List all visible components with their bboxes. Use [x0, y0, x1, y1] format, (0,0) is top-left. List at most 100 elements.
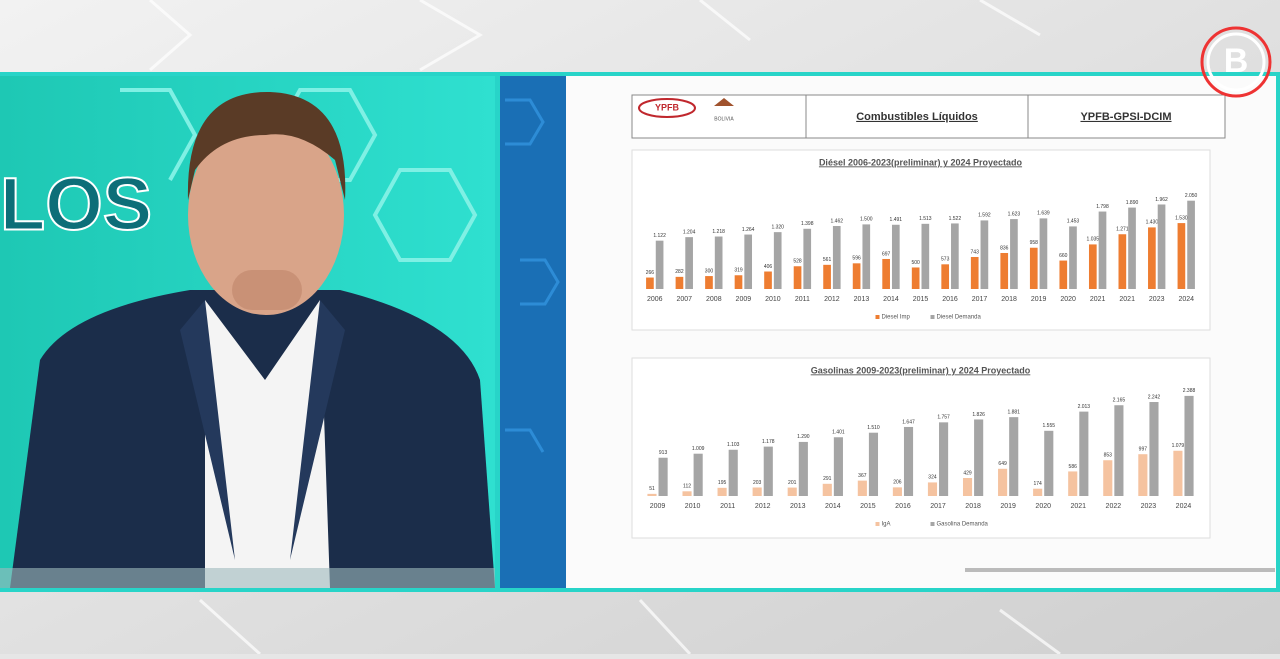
x-tick-label: 2009 [736, 296, 752, 303]
legend-label: Diesel Demanda [937, 315, 982, 321]
data-label: 201 [788, 480, 797, 486]
bar [823, 264, 831, 289]
x-tick-label: 2015 [860, 503, 876, 510]
bar [787, 487, 797, 496]
data-label: 1.103 [727, 442, 740, 448]
data-label: 1.500 [860, 217, 873, 223]
bar [717, 487, 727, 496]
x-tick-label: 2014 [883, 296, 899, 303]
data-label: 1.647 [902, 419, 915, 425]
bar [1044, 430, 1054, 496]
slide-source: YPFB-GPSI-DCIM [1080, 111, 1171, 123]
data-label: 174 [1033, 481, 1042, 487]
chart-title: Gasolinas 2009-2023(preliminar) y 2024 P… [811, 365, 1031, 375]
data-label: 649 [998, 461, 1007, 467]
data-label: 1.320 [771, 224, 784, 230]
data-label: 1.890 [1126, 200, 1139, 206]
bar [646, 277, 654, 289]
data-label: 1.522 [949, 216, 962, 222]
data-label: 836 [1000, 245, 1009, 251]
data-label: 660 [1059, 253, 1068, 259]
bar [1088, 244, 1097, 289]
bar [682, 491, 692, 496]
data-label: 2.165 [1113, 398, 1126, 404]
channel-logo-ring [1206, 32, 1266, 92]
x-tick-label: 2010 [685, 503, 701, 510]
bar [798, 441, 808, 496]
bar [1098, 211, 1107, 289]
data-label: 1.757 [937, 415, 950, 421]
bar [951, 223, 959, 289]
bar [793, 266, 802, 289]
data-label: 1.491 [890, 217, 903, 223]
bar [1173, 450, 1183, 496]
channel-logo: B [1224, 42, 1249, 80]
bar [693, 453, 703, 496]
legend-label: Gasolina Demanda [937, 522, 989, 528]
bar [921, 223, 930, 289]
slide-title: Combustibles Líquidos [856, 111, 978, 123]
bar [962, 478, 973, 496]
bar [1069, 226, 1077, 289]
x-tick-label: 2022 [1106, 503, 1122, 510]
bar [882, 258, 890, 289]
bar [832, 226, 841, 289]
presenter [10, 91, 495, 588]
legend-swatch [930, 522, 935, 526]
data-label: 1.264 [742, 227, 755, 233]
data-label: 429 [963, 470, 972, 476]
bar [862, 224, 871, 289]
data-label: 528 [793, 259, 802, 265]
bar [998, 468, 1008, 496]
bar [1079, 411, 1089, 496]
bar [752, 487, 762, 496]
x-tick-label: 2006 [647, 296, 663, 303]
bar [974, 419, 984, 496]
bar [685, 237, 693, 289]
bar [1039, 218, 1048, 289]
bar [1157, 204, 1166, 289]
data-label: 266 [646, 270, 655, 276]
bar [891, 224, 900, 289]
data-label: 1.639 [1037, 211, 1050, 217]
data-label: 1.962 [1155, 197, 1168, 203]
legend-label: IgA [882, 522, 891, 528]
x-tick-label: 2010 [765, 296, 781, 303]
x-tick-label: 2016 [895, 503, 911, 510]
backdrop-text: LOS [0, 163, 152, 246]
data-label: 1.462 [831, 218, 844, 224]
data-label: 406 [764, 264, 773, 270]
data-label: 500 [911, 260, 920, 266]
data-label: 206 [893, 480, 902, 486]
bar [1059, 260, 1068, 289]
x-tick-label: 2021 [1090, 296, 1106, 303]
bar [1010, 219, 1018, 289]
bar [822, 483, 832, 496]
chart-box [631, 149, 1211, 331]
data-label: 561 [823, 257, 832, 263]
x-tick-label: 2011 [720, 503, 735, 510]
data-label: 2.050 [1185, 193, 1198, 199]
data-label: 1.530 [1175, 215, 1188, 221]
data-label: 1.079 [1172, 443, 1185, 449]
x-tick-label: 2023 [1149, 296, 1165, 303]
legend-label: Diesel Imp [882, 315, 911, 321]
x-tick-label: 2018 [1001, 296, 1017, 303]
bar [1103, 460, 1113, 496]
data-label: 853 [1104, 453, 1113, 459]
bar [833, 437, 843, 496]
legend-swatch [930, 315, 935, 319]
x-tick-label: 2013 [854, 296, 870, 303]
bar [903, 426, 914, 496]
data-label: 112 [683, 484, 691, 490]
data-label: 1.009 [692, 446, 705, 452]
x-tick-label: 2008 [706, 296, 722, 303]
bar [1029, 247, 1038, 289]
bar [773, 232, 782, 289]
legend-swatch [875, 522, 880, 526]
bar [734, 275, 743, 289]
data-label: 1.178 [762, 439, 775, 445]
x-tick-label: 2019 [1031, 296, 1047, 303]
bar [705, 276, 713, 289]
